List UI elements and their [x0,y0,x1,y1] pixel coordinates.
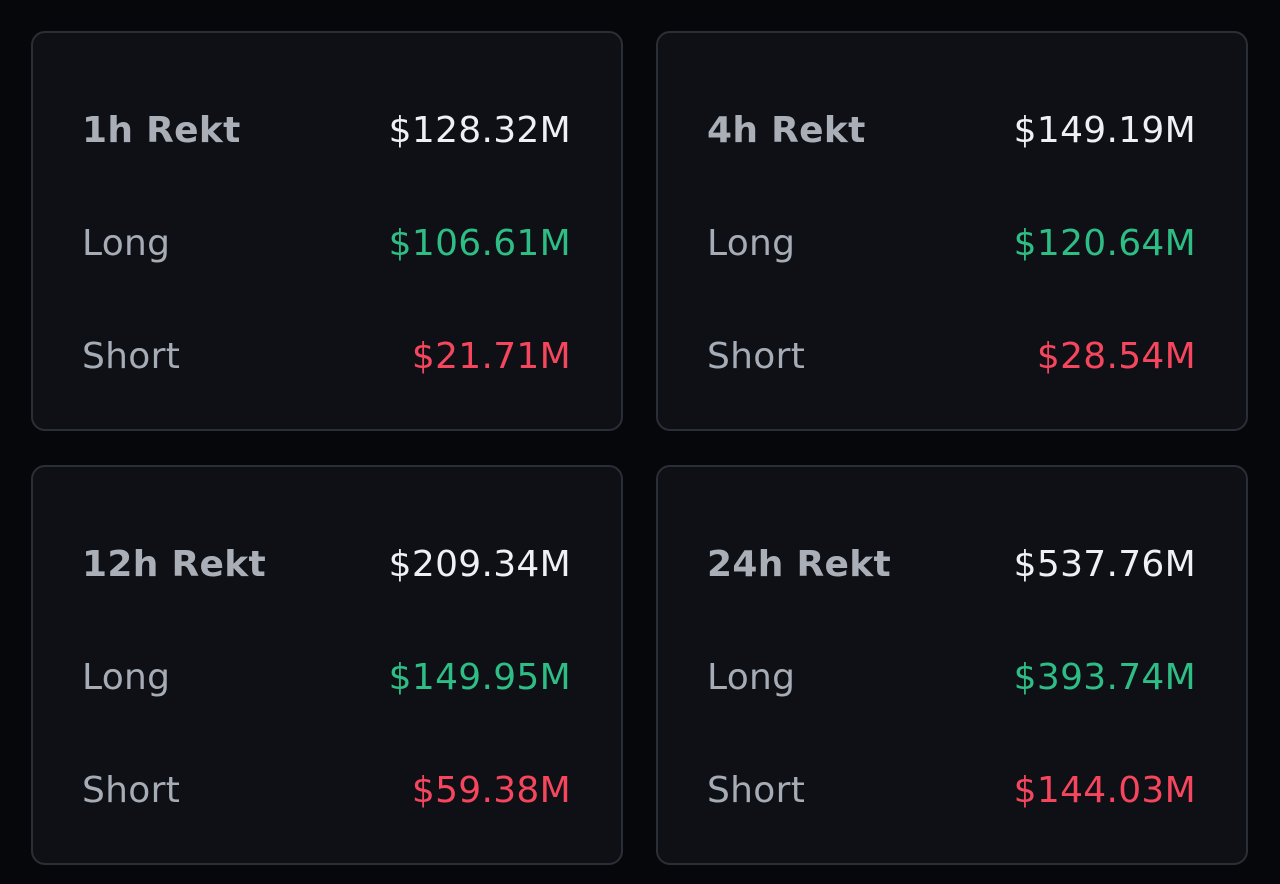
long-value: $393.74M [1013,656,1196,698]
total-value: $537.76M [1013,543,1196,585]
card-title: 12h Rekt [82,543,266,585]
short-value: $21.71M [411,335,571,377]
total-value: $209.34M [388,543,571,585]
card-title: 1h Rekt [82,109,241,151]
long-row: Long $149.95M [82,652,571,702]
short-row: Short $21.71M [82,331,571,381]
total-row: 12h Rekt $209.34M [82,539,571,589]
card-title: 24h Rekt [707,543,891,585]
rekt-card-4h: 4h Rekt $149.19M Long $120.64M Short $28… [656,31,1248,431]
short-label: Short [82,335,181,377]
short-label: Short [707,769,806,811]
long-row: Long $393.74M [707,652,1196,702]
rekt-card-1h: 1h Rekt $128.32M Long $106.61M Short $21… [31,31,623,431]
long-label: Long [82,656,171,698]
long-value: $149.95M [388,656,571,698]
total-row: 24h Rekt $537.76M [707,539,1196,589]
short-value: $144.03M [1013,769,1196,811]
long-label: Long [707,222,796,264]
long-value: $106.61M [388,222,571,264]
short-label: Short [82,769,181,811]
rekt-card-12h: 12h Rekt $209.34M Long $149.95M Short $5… [31,465,623,865]
rekt-card-24h: 24h Rekt $537.76M Long $393.74M Short $1… [656,465,1248,865]
total-row: 1h Rekt $128.32M [82,105,571,155]
long-label: Long [707,656,796,698]
long-value: $120.64M [1013,222,1196,264]
short-label: Short [707,335,806,377]
total-row: 4h Rekt $149.19M [707,105,1196,155]
card-title: 4h Rekt [707,109,866,151]
short-value: $28.54M [1036,335,1196,377]
short-row: Short $144.03M [707,765,1196,815]
long-row: Long $120.64M [707,218,1196,268]
total-value: $149.19M [1013,109,1196,151]
short-row: Short $28.54M [707,331,1196,381]
long-label: Long [82,222,171,264]
short-value: $59.38M [411,769,571,811]
short-row: Short $59.38M [82,765,571,815]
long-row: Long $106.61M [82,218,571,268]
total-value: $128.32M [388,109,571,151]
